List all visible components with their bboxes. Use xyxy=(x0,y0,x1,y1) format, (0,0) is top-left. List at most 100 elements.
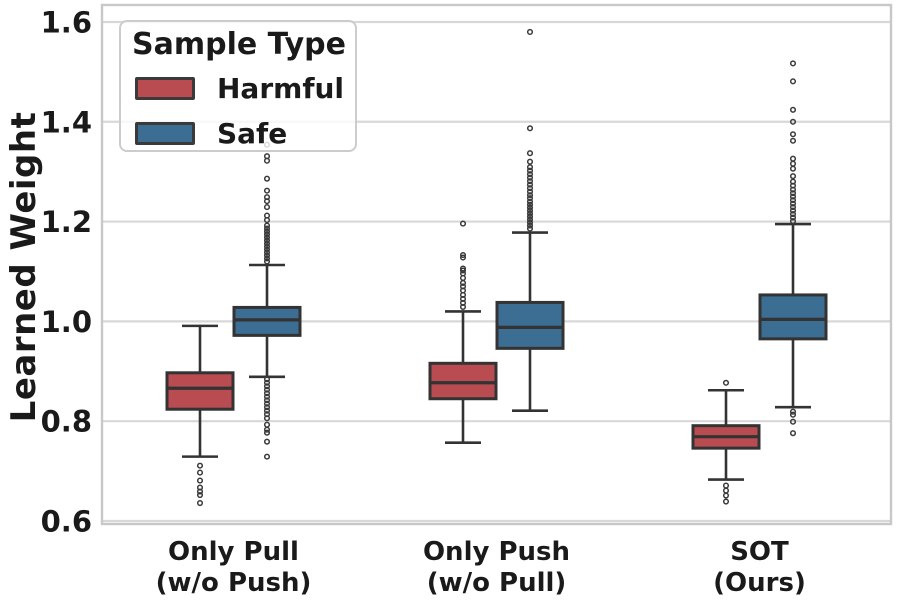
flier-dot xyxy=(459,251,467,259)
flier-dot xyxy=(789,408,797,415)
flier-dot xyxy=(263,249,271,256)
flier-dot xyxy=(196,488,204,495)
flier-dot xyxy=(263,426,271,433)
flier-dot xyxy=(263,175,271,182)
flier-dot xyxy=(263,379,271,386)
flier-dot xyxy=(263,231,271,238)
y-tick-label: 1.2 xyxy=(41,205,92,239)
flier-dot xyxy=(263,421,271,428)
flier-dot xyxy=(263,393,271,400)
x-tick-label: Only Pull (w/o Push) xyxy=(156,537,312,598)
flier-dot xyxy=(263,246,271,253)
flier-dot xyxy=(526,213,534,220)
flier-dot xyxy=(459,220,467,227)
y-tick-label: 1.0 xyxy=(41,305,92,339)
flier-dot xyxy=(526,204,534,211)
flier-dot xyxy=(526,207,534,214)
flier-dot xyxy=(789,197,797,204)
flier-dot xyxy=(196,499,204,507)
flier-dot xyxy=(526,167,534,174)
flier-dot xyxy=(263,390,271,397)
flier-dot xyxy=(263,243,271,250)
flier-dot xyxy=(263,252,271,259)
flier-dot xyxy=(789,160,797,167)
flier-dot xyxy=(789,200,797,207)
legend: Sample Type Harmful Safe xyxy=(119,20,357,152)
flier-dot xyxy=(526,222,534,229)
flier-dot xyxy=(789,78,797,85)
flier-dot xyxy=(459,267,467,274)
flier-dot xyxy=(722,498,730,505)
legend-item-safe: Safe xyxy=(135,113,355,153)
flier-dot xyxy=(263,225,271,232)
x-tick-label: Only Push (w/o Pull) xyxy=(423,537,570,598)
flier-dot xyxy=(526,192,534,199)
flier-dot xyxy=(789,186,797,193)
flier-dot xyxy=(789,60,797,67)
box-harmful-1 xyxy=(428,361,498,401)
flier-dot xyxy=(789,190,797,197)
flier-dot xyxy=(526,188,534,195)
y-axis-title: Learned Weight xyxy=(4,111,44,423)
x-tick-label: SOT (Ours) xyxy=(713,537,806,598)
flier-dot xyxy=(263,198,271,205)
flier-dot xyxy=(526,150,534,157)
legend-title: Sample Type xyxy=(132,27,346,62)
flier-dot xyxy=(526,125,534,132)
flier-dot xyxy=(263,237,271,244)
flier-dot xyxy=(789,211,797,218)
flier-dot xyxy=(263,376,271,383)
box-safe-1 xyxy=(495,300,565,350)
flier-dot xyxy=(526,201,534,208)
legend-item-harmful: Harmful xyxy=(135,68,355,108)
flier-dot xyxy=(789,173,797,180)
flier-dot xyxy=(789,137,797,144)
box-harmful-0 xyxy=(165,371,235,411)
harmful-color-swatch xyxy=(135,76,195,100)
flier-dot xyxy=(789,131,797,138)
y-tick-label: 1.4 xyxy=(41,105,92,139)
flier-dot xyxy=(263,397,271,404)
flier-dot xyxy=(196,477,204,484)
flier-dot xyxy=(459,274,467,282)
flier-dot xyxy=(722,492,730,499)
flier-dot xyxy=(263,383,271,390)
flier-dot xyxy=(526,216,534,223)
flier-dot xyxy=(459,279,467,287)
flier-dot xyxy=(263,429,271,436)
flier-dot xyxy=(789,118,797,125)
flier-dot xyxy=(263,415,271,422)
flier-dot xyxy=(263,400,271,407)
flier-dot xyxy=(263,404,271,411)
flier-dot xyxy=(263,222,271,229)
flier-dot xyxy=(789,207,797,214)
flier-dot xyxy=(526,198,534,205)
flier-dot xyxy=(196,469,204,476)
flier-dot xyxy=(789,106,797,113)
y-tick-label: 0.8 xyxy=(41,405,92,439)
flier-dot xyxy=(263,187,271,194)
flier-dot xyxy=(526,181,534,188)
flier-dot xyxy=(263,217,271,224)
flier-dot xyxy=(789,418,797,425)
flier-dot xyxy=(789,155,797,162)
flier-dot xyxy=(526,195,534,202)
plot-border xyxy=(100,3,893,526)
flier-dot xyxy=(526,174,534,181)
flier-dot xyxy=(263,438,271,445)
flier-dot xyxy=(526,164,534,171)
flier-dot xyxy=(789,411,797,418)
flier-dot xyxy=(789,218,797,225)
flier-dot xyxy=(789,214,797,221)
flier-dot xyxy=(789,204,797,211)
flier-dot xyxy=(263,453,271,460)
flier-dot xyxy=(196,492,204,499)
flier-dot xyxy=(526,219,534,226)
y-tick-label: 1.6 xyxy=(41,5,92,39)
legend-label-safe: Safe xyxy=(217,116,288,150)
flier-dot xyxy=(526,178,534,185)
flier-dot xyxy=(263,255,271,262)
flier-dot xyxy=(526,158,534,165)
flier-dot xyxy=(722,379,730,386)
